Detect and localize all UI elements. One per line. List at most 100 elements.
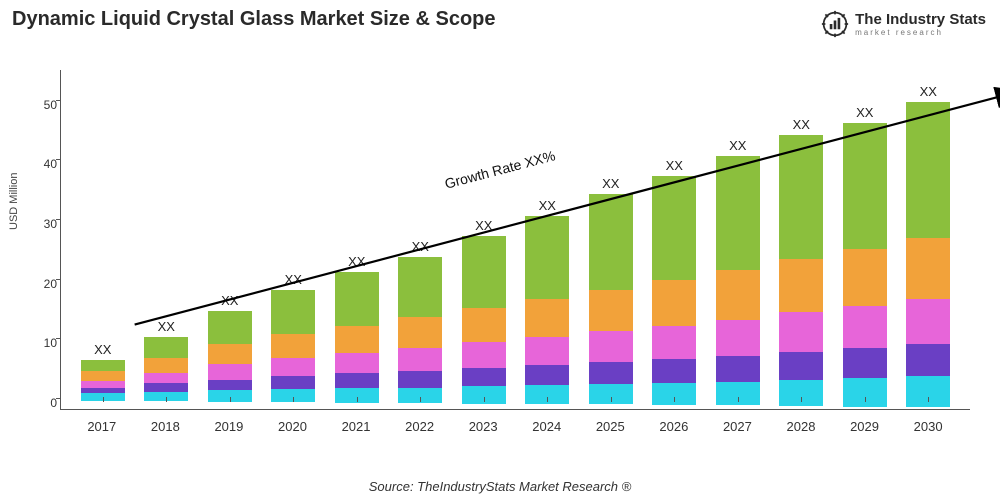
bar-value-label: XX xyxy=(525,198,569,213)
y-tick-label: 0 xyxy=(23,396,57,410)
bar-value-label: XX xyxy=(81,342,125,357)
bar-segment xyxy=(906,102,950,238)
bar-segment xyxy=(462,386,506,397)
bar-segment xyxy=(144,337,188,358)
bar-column: XX xyxy=(335,272,379,397)
bar-column: XX xyxy=(81,360,125,398)
bar-value-label: XX xyxy=(398,239,442,254)
bar-segment xyxy=(589,331,633,361)
bar-segment xyxy=(81,381,125,388)
bar-segment xyxy=(271,358,315,376)
bar-segment xyxy=(335,353,379,373)
bar-segment xyxy=(652,383,696,397)
bar-segment xyxy=(906,299,950,344)
bar-segment xyxy=(144,383,188,391)
x-tick-label: 2026 xyxy=(652,419,696,434)
bar-segment xyxy=(779,259,823,313)
x-tick-label: 2029 xyxy=(843,419,887,434)
bar-value-label: XX xyxy=(652,158,696,173)
bar-segment xyxy=(398,317,442,348)
bar-segment xyxy=(208,311,252,344)
bar-segment xyxy=(779,135,823,259)
bar-value-label: XX xyxy=(335,254,379,269)
gear-bars-icon xyxy=(821,10,849,38)
bar-value-label: XX xyxy=(716,138,760,153)
bar-column: XX xyxy=(843,123,887,397)
bar-value-label: XX xyxy=(589,176,633,191)
bar-segment xyxy=(843,306,887,348)
bar-column: XX xyxy=(525,216,569,397)
bar-segment xyxy=(462,236,506,308)
bar-segment xyxy=(208,364,252,380)
bar-segment xyxy=(843,348,887,378)
bar-column: XX xyxy=(208,311,252,397)
bar-segment xyxy=(906,238,950,299)
bar-segment xyxy=(652,280,696,325)
bar-column: XX xyxy=(398,257,442,397)
bar-segment xyxy=(271,334,315,358)
x-axis-labels: 2017201820192020202120222023202420252026… xyxy=(60,419,970,434)
bar-segment xyxy=(271,389,315,397)
chart-area: USD Million XXXXXXXXXXXXXXXXXXXXXXXXXXXX… xyxy=(0,60,1000,460)
page-title: Dynamic Liquid Crystal Glass Market Size… xyxy=(12,8,496,31)
y-tick-label: 30 xyxy=(23,217,57,231)
x-tick-label: 2021 xyxy=(334,419,378,434)
bar-segment xyxy=(462,368,506,386)
bar-column: XX xyxy=(906,102,950,397)
bar-segment xyxy=(906,344,950,376)
x-tick-label: 2018 xyxy=(143,419,187,434)
bar-segment xyxy=(716,382,760,398)
x-tick-label: 2030 xyxy=(906,419,950,434)
source-footnote: Source: TheIndustryStats Market Research… xyxy=(0,479,1000,494)
bar-segment xyxy=(335,388,379,397)
bar-segment xyxy=(208,380,252,391)
bar-segment xyxy=(144,373,188,384)
bar-column: XX xyxy=(271,290,315,397)
bar-value-label: XX xyxy=(144,319,188,334)
bar-value-label: XX xyxy=(462,218,506,233)
bar-segment xyxy=(843,378,887,397)
bar-segment xyxy=(81,360,125,372)
bar-segment xyxy=(843,249,887,306)
bar-segment xyxy=(271,376,315,389)
bar-segment xyxy=(589,194,633,289)
bar-segment xyxy=(716,156,760,271)
bar-column: XX xyxy=(589,194,633,397)
bar-segment xyxy=(208,344,252,364)
y-tick-label: 40 xyxy=(23,157,57,171)
logo-main-text: The Industry Stats xyxy=(855,12,986,27)
bar-segment xyxy=(398,371,442,388)
x-tick-label: 2023 xyxy=(461,419,505,434)
bar-segment xyxy=(462,308,506,343)
bar-segment xyxy=(652,326,696,359)
bar-value-label: XX xyxy=(906,84,950,99)
brand-logo: The Industry Stats market research xyxy=(821,10,986,38)
bar-segment xyxy=(271,290,315,335)
x-tick-label: 2020 xyxy=(270,419,314,434)
bar-segment xyxy=(589,384,633,397)
bar-segment xyxy=(398,348,442,371)
bar-segment xyxy=(906,376,950,397)
bar-segment xyxy=(779,352,823,380)
bar-value-label: XX xyxy=(843,105,887,120)
plot-region: XXXXXXXXXXXXXXXXXXXXXXXXXXXX 01020304050 xyxy=(60,70,970,410)
x-tick-label: 2022 xyxy=(398,419,442,434)
y-axis-label: USD Million xyxy=(8,173,20,230)
bar-segment xyxy=(462,342,506,368)
x-tick-label: 2024 xyxy=(525,419,569,434)
bar-segment xyxy=(335,326,379,353)
bar-segment xyxy=(525,299,569,337)
bar-column: XX xyxy=(716,156,760,398)
bar-segment xyxy=(335,272,379,326)
x-tick-label: 2028 xyxy=(779,419,823,434)
x-tick-label: 2019 xyxy=(207,419,251,434)
bar-column: XX xyxy=(779,135,823,397)
bar-segment xyxy=(81,371,125,381)
bar-segment xyxy=(652,176,696,280)
bar-value-label: XX xyxy=(271,272,315,287)
bar-value-label: XX xyxy=(208,293,252,308)
bar-segment xyxy=(525,337,569,365)
bar-segment xyxy=(716,356,760,382)
bar-segment xyxy=(398,257,442,317)
bar-segment xyxy=(779,312,823,351)
